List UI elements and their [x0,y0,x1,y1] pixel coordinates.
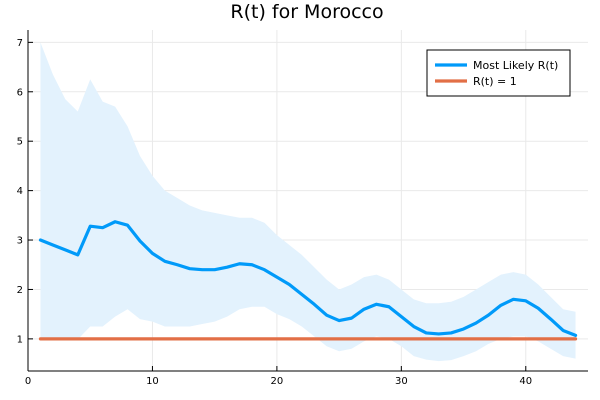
chart-title: R(t) for Morocco [230,1,383,23]
x-tick-label: 20 [271,376,284,387]
legend-label: R(t) = 1 [473,75,517,88]
legend-label: Most Likely R(t) [473,59,558,72]
axes: 0 10 20 30 40 1 2 3 4 5 6 7 [17,30,588,387]
confidence-band [40,42,576,362]
legend: Most Likely R(t) R(t) = 1 [426,49,571,97]
x-tick-label: 40 [519,376,532,387]
x-tick-label: 10 [146,376,159,387]
y-tick-label: 5 [17,137,23,148]
y-tick-label: 1 [17,334,23,345]
legend-box [426,49,571,97]
series-lines [38,220,578,341]
y-tick-label: 2 [17,285,23,296]
y-tick-label: 7 [17,38,23,49]
y-tick-label: 6 [17,87,23,98]
uncertainty-band [40,42,576,362]
series-line [38,220,578,338]
x-tick-label: 0 [25,376,31,387]
x-tick-label: 30 [395,376,408,387]
y-tick-label: 4 [17,186,23,197]
y-tick-label: 3 [17,236,23,247]
